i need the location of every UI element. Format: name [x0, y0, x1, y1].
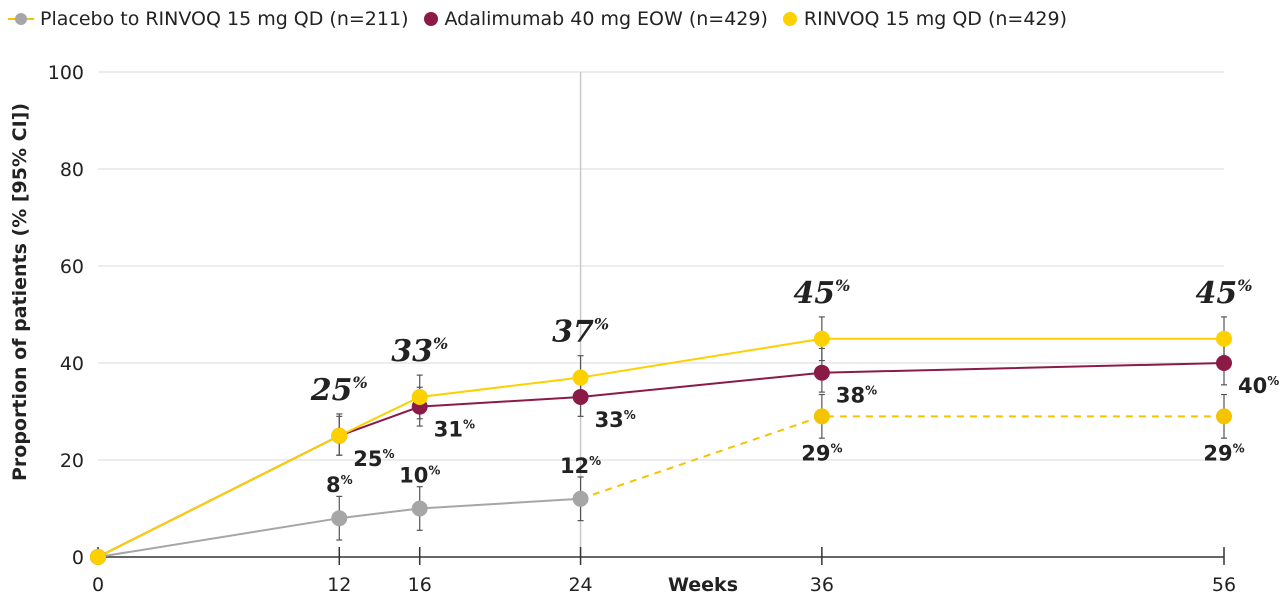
placebo-switch-point: [1216, 408, 1232, 425]
rinvoq-point: [90, 549, 106, 565]
grid-lines: [98, 71, 1224, 557]
rinvoq-value-label: 33%: [391, 334, 448, 369]
axes: 0 20 40 60 80 100 0 12 16 24 36 56: [48, 62, 1236, 596]
rinvoq-value-label-percent: %: [835, 276, 850, 295]
x-tick-label: 16: [408, 574, 432, 596]
y-tick-label: 20: [60, 450, 84, 472]
adalimumab-value-label: 40%: [1238, 374, 1279, 398]
y-tick-label: 80: [60, 159, 84, 181]
placebo-switch-point: [813, 408, 830, 425]
rinvoq-value-label-percent: %: [594, 315, 609, 334]
y-tick-label: 60: [60, 256, 84, 278]
rinvoq-value-label: 37%: [552, 315, 609, 350]
rinvoq-value-label: 45%: [1196, 276, 1253, 311]
placebo_switch-value-label: 29%: [1203, 441, 1244, 465]
rinvoq-point: [1216, 330, 1232, 347]
rinvoq-point: [572, 369, 589, 386]
placebo_switch-value-label: 29%: [801, 441, 842, 465]
legend-item-adalimumab: Adalimumab 40 mg EOW (n=429): [423, 8, 768, 30]
x-axis-title: Weeks: [668, 574, 738, 596]
adalimumab-value-label-percent: %: [463, 418, 475, 432]
adalimumab-value-label-percent: %: [624, 408, 636, 422]
legend-item-placebo: Placebo to RINVOQ 15 mg QD (n=211): [8, 8, 409, 30]
placebo-switch-line: [580, 415, 1224, 500]
adalimumab-value-label: 38%: [836, 384, 877, 408]
adalimumab-value-label-percent: %: [383, 447, 395, 461]
legend: Placebo to RINVOQ 15 mg QD (n=211) Adali…: [8, 8, 1081, 30]
x-tick-label: 12: [327, 574, 351, 596]
placebo-value-label: 10%: [399, 464, 440, 488]
x-tick-label: 56: [1212, 574, 1236, 596]
adalimumab-value-label: 31%: [434, 418, 475, 442]
y-tick-label: 100: [48, 62, 84, 84]
adalimumab-point: [572, 388, 589, 405]
x-tick-label: 24: [568, 574, 592, 596]
placebo_switch-value-label-percent: %: [830, 441, 842, 455]
rinvoq-value-label-percent: %: [1237, 276, 1252, 295]
placebo-value-label: 12%: [560, 454, 601, 478]
rinvoq-value-label: 25%: [310, 373, 368, 408]
placebo-line: [97, 497, 581, 558]
data-labels: 8% 10% 12% 29% 29% 25% 31% 33% 38% 40% 25% 33% 37% 45…: [310, 276, 1279, 497]
placebo-value-label-percent: %: [341, 473, 353, 487]
adalimumab-point: [1216, 355, 1232, 371]
placebo-value-label-percent: %: [589, 454, 601, 468]
rinvoq-value-label: 45%: [793, 276, 850, 311]
adalimumab-value-label: 33%: [595, 408, 636, 432]
legend-rinvoq-marker-icon: [782, 12, 797, 26]
adalimumab-value-label-percent: %: [1267, 374, 1279, 388]
placebo-point: [411, 500, 428, 517]
adalimumab-value-label-percent: %: [865, 384, 877, 398]
y-tick-label: 0: [72, 547, 84, 569]
rinvoq-value-label-percent: %: [353, 373, 368, 392]
adalimumab-value-label: 25%: [353, 447, 394, 471]
legend-placebo-marker-icon: [8, 13, 34, 25]
rinvoq-point: [331, 427, 348, 444]
placebo-point: [572, 490, 589, 507]
rinvoq-point: [813, 330, 830, 347]
placebo-value-label: 8%: [326, 473, 353, 497]
y-axis-title: Proportion of patients (% [95% CI]): [9, 103, 31, 481]
adalimumab-point: [813, 364, 830, 381]
placebo-point: [331, 510, 348, 527]
legend-item-rinvoq: RINVOQ 15 mg QD (n=429): [782, 8, 1067, 30]
legend-label-adalimumab: Adalimumab 40 mg EOW (n=429): [444, 8, 768, 30]
rinvoq-line: [97, 337, 1224, 558]
rinvoq-value-label-percent: %: [433, 334, 448, 353]
y-tick-label: 40: [60, 353, 84, 375]
series-group: [90, 316, 1232, 565]
rinvoq-point: [411, 388, 428, 405]
legend-adalimumab-marker-icon: [423, 12, 438, 26]
legend-label-placebo: Placebo to RINVOQ 15 mg QD (n=211): [40, 8, 409, 30]
x-tick-label: 36: [810, 574, 834, 596]
legend-label-rinvoq: RINVOQ 15 mg QD (n=429): [803, 8, 1068, 30]
x-tick-label: 0: [92, 574, 104, 596]
placebo_switch-value-label-percent: %: [1233, 441, 1245, 455]
placebo-value-label-percent: %: [428, 464, 440, 478]
